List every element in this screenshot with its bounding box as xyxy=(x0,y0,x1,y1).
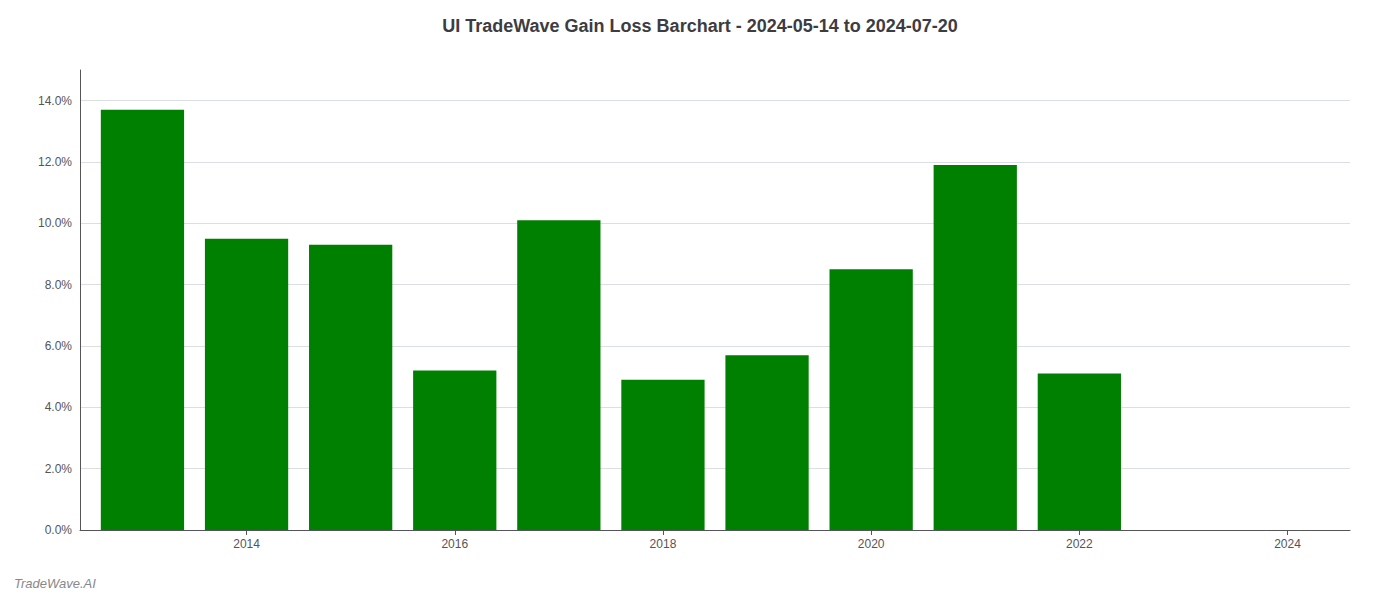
svg-text:2022: 2022 xyxy=(1066,537,1093,551)
svg-text:14.0%: 14.0% xyxy=(38,94,72,108)
svg-text:8.0%: 8.0% xyxy=(45,278,73,292)
svg-text:2016: 2016 xyxy=(441,537,468,551)
svg-text:2020: 2020 xyxy=(858,537,885,551)
svg-text:2024: 2024 xyxy=(1274,537,1301,551)
svg-text:UI TradeWave Gain Loss Barchar: UI TradeWave Gain Loss Barchart - 2024-0… xyxy=(442,16,958,36)
svg-text:TradeWave.AI: TradeWave.AI xyxy=(14,576,96,591)
svg-text:2.0%: 2.0% xyxy=(45,462,73,476)
svg-text:12.0%: 12.0% xyxy=(38,155,72,169)
svg-text:10.0%: 10.0% xyxy=(38,216,72,230)
svg-text:2014: 2014 xyxy=(233,537,260,551)
svg-text:0.0%: 0.0% xyxy=(45,523,73,537)
svg-text:4.0%: 4.0% xyxy=(45,400,73,414)
svg-text:6.0%: 6.0% xyxy=(45,339,73,353)
svg-text:2018: 2018 xyxy=(650,537,677,551)
